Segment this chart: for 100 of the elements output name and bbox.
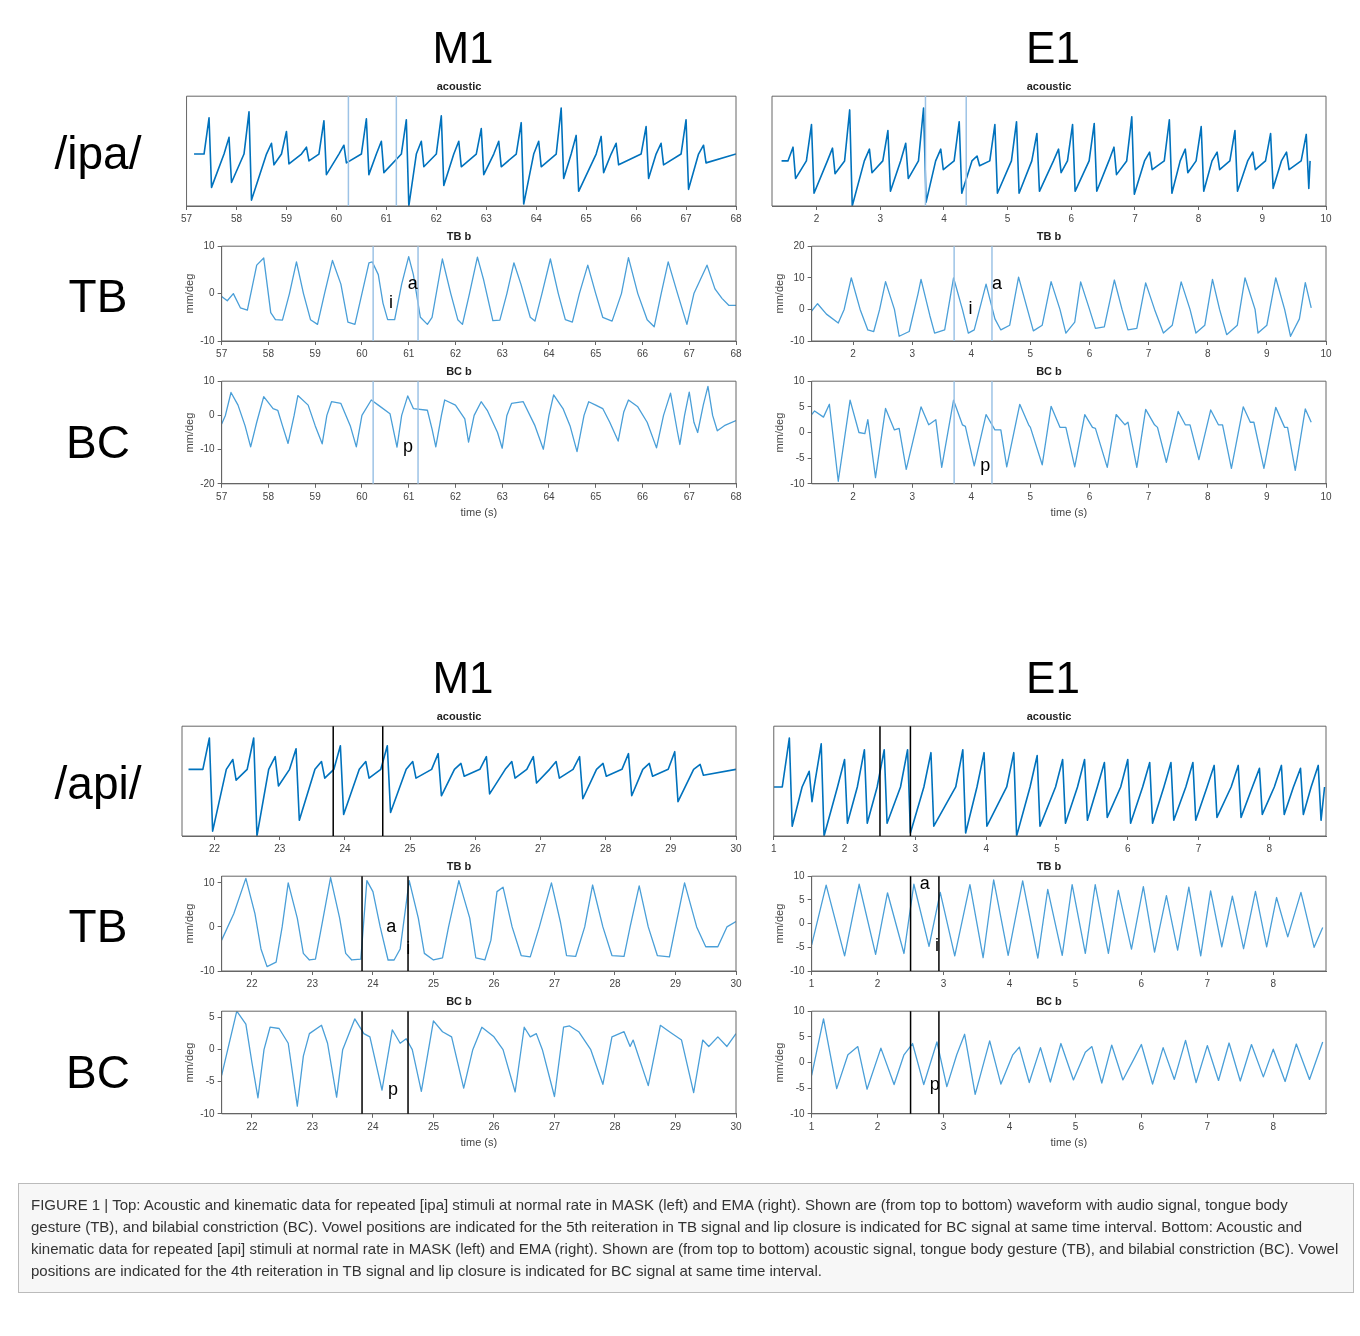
x-tick-label: 1 (808, 1120, 815, 1132)
chart-title: TB b (446, 859, 472, 872)
x-tick-label: 8 (1204, 490, 1211, 502)
x-tick-label: 3 (912, 842, 919, 854)
x-tick-label: 62 (430, 212, 443, 224)
annotation: p (388, 1079, 399, 1100)
x-tick-label: 29 (665, 842, 677, 854)
chart-title: M1 (431, 652, 495, 704)
x-tick-label: 62 (449, 347, 462, 359)
y-tick-label: -5 (795, 941, 806, 953)
chart-title: E1 (1025, 22, 1081, 74)
x-tick-label: 25 (404, 842, 417, 854)
x-tick-label: 29 (669, 1120, 682, 1132)
x-tick-label: 24 (339, 842, 351, 854)
x-tick-label: 6 (1068, 212, 1075, 224)
y-tick-label: -10 (790, 477, 806, 489)
x-tick-label: 4 (1006, 1120, 1013, 1132)
x-tick-label: 8 (1270, 1120, 1277, 1132)
annotation: i (968, 298, 973, 319)
x-tick-label: 4 (968, 347, 975, 359)
x-tick-label: 27 (548, 977, 561, 989)
x-tick-label: 57 (216, 490, 228, 502)
x-tick-label: 26 (488, 977, 500, 989)
chart-title: TB b (1036, 229, 1062, 242)
x-tick-label: 7 (1132, 212, 1139, 224)
x-tick-label: 7 (1204, 977, 1211, 989)
x-tick-label: 5 (1027, 347, 1034, 359)
caption: FIGURE 1 | Top: Acoustic and kinematic data for repeated [ipa] stimuli at normal rate in MASK (left) and EMA (right). Shown are (from top to bottom) waveform with audio signal, tongue body gesture (TB), and bilabial constriction (BC). Vowel positions are indicated for the 5th reiteration in TB signal and lip closure is indicated for BC signal at same time interval. Bottom: Acoustic and kinematic data for repeated [api] stimuli at normal rate in MASK (left) and EMA (right). Shown are (from top to bottom) acoustic signal, tongue body gesture (TB), and bilabial constriction (BC). Vowel positions are indicated for the 4th reiteration in TB signal and lip closure is indicated for BC signal at same time interval. (31, 1195, 1340, 1281)
y-tick-label: 0 (799, 917, 806, 929)
x-tick-label: 67 (683, 347, 696, 359)
text: BC (65, 1045, 131, 1099)
x-tick-label: 67 (683, 490, 696, 502)
chart-subtitle: acoustic (436, 79, 482, 92)
y-tick-label: 10 (793, 1004, 806, 1016)
y-tick-label: -10 (790, 1107, 806, 1119)
x-tick-label: 68 (730, 490, 742, 502)
x-tick-label: 28 (600, 842, 612, 854)
y-tick-label: 0 (209, 287, 216, 299)
x-tick-label: 9 (1264, 490, 1271, 502)
x-tick-label: 29 (669, 977, 682, 989)
x-tick-label: 23 (306, 1120, 319, 1132)
chart-title: BC b (1036, 364, 1063, 377)
annotation: a (407, 273, 419, 294)
x-tick-label: 61 (380, 212, 393, 224)
x-tick-label: 5 (1054, 842, 1061, 854)
x-tick-label: 57 (181, 212, 193, 224)
y-tick-label: 0 (799, 303, 806, 315)
y-axis-title: mm/deg (772, 273, 785, 314)
y-tick-label: 20 (793, 239, 806, 251)
x-tick-label: 28 (609, 977, 621, 989)
chart-title: TB b (1036, 859, 1062, 872)
y-tick-label: 10 (793, 271, 806, 283)
x-tick-label: 2 (850, 347, 857, 359)
y-tick-label: -10 (790, 964, 806, 976)
x-tick-label: 58 (262, 490, 275, 502)
annotation: i (388, 292, 393, 313)
y-axis-title: mm/deg (772, 1042, 785, 1083)
x-tick-label: 2 (874, 977, 881, 989)
x-tick-label: 3 (909, 490, 916, 502)
x-tick-label: 25 (427, 977, 440, 989)
x-tick-label: 66 (630, 212, 643, 224)
annotation: a (919, 873, 931, 894)
x-tick-label: 10 (1320, 490, 1332, 502)
x-tick-label: 26 (469, 842, 482, 854)
x-tick-label: 4 (968, 490, 975, 502)
annotation: i (935, 935, 940, 956)
x-tick-label: 65 (590, 347, 602, 359)
y-tick-label: 5 (209, 1011, 216, 1023)
x-tick-label: 6 (1086, 347, 1093, 359)
x-tick-label: 26 (488, 1120, 500, 1132)
x-tick-label: 27 (534, 842, 547, 854)
x-tick-label: 6 (1138, 1120, 1145, 1132)
x-axis-title: time (s) (1050, 506, 1088, 519)
x-tick-label: 60 (330, 212, 343, 224)
x-tick-label: 66 (636, 347, 649, 359)
y-tick-label: 10 (793, 374, 806, 386)
x-tick-label: 5 (1072, 977, 1079, 989)
x-tick-label: 58 (262, 347, 275, 359)
x-tick-label: 67 (680, 212, 693, 224)
x-tick-label: 3 (877, 212, 884, 224)
x-tick-label: 24 (367, 1120, 379, 1132)
chart-title: M1 (431, 22, 495, 74)
x-tick-label: 30 (730, 842, 742, 854)
x-tick-label: 22 (246, 977, 258, 989)
x-tick-label: 4 (1006, 977, 1013, 989)
chart-title: TB b (446, 229, 472, 242)
x-tick-label: 22 (209, 842, 221, 854)
y-tick-label: -5 (795, 451, 806, 463)
x-tick-label: 60 (356, 347, 368, 359)
y-axis-title: mm/deg (182, 1042, 195, 1083)
y-axis-title: mm/deg (772, 412, 785, 453)
x-tick-label: 2 (841, 842, 848, 854)
x-tick-label: 30 (730, 977, 742, 989)
annotation: a (992, 273, 1004, 294)
x-tick-label: 9 (1259, 212, 1266, 224)
annotation: p (980, 454, 991, 475)
x-tick-label: 65 (580, 212, 593, 224)
text: /api/ (53, 756, 143, 810)
x-tick-label: 4 (941, 212, 948, 224)
x-tick-label: 59 (309, 347, 322, 359)
